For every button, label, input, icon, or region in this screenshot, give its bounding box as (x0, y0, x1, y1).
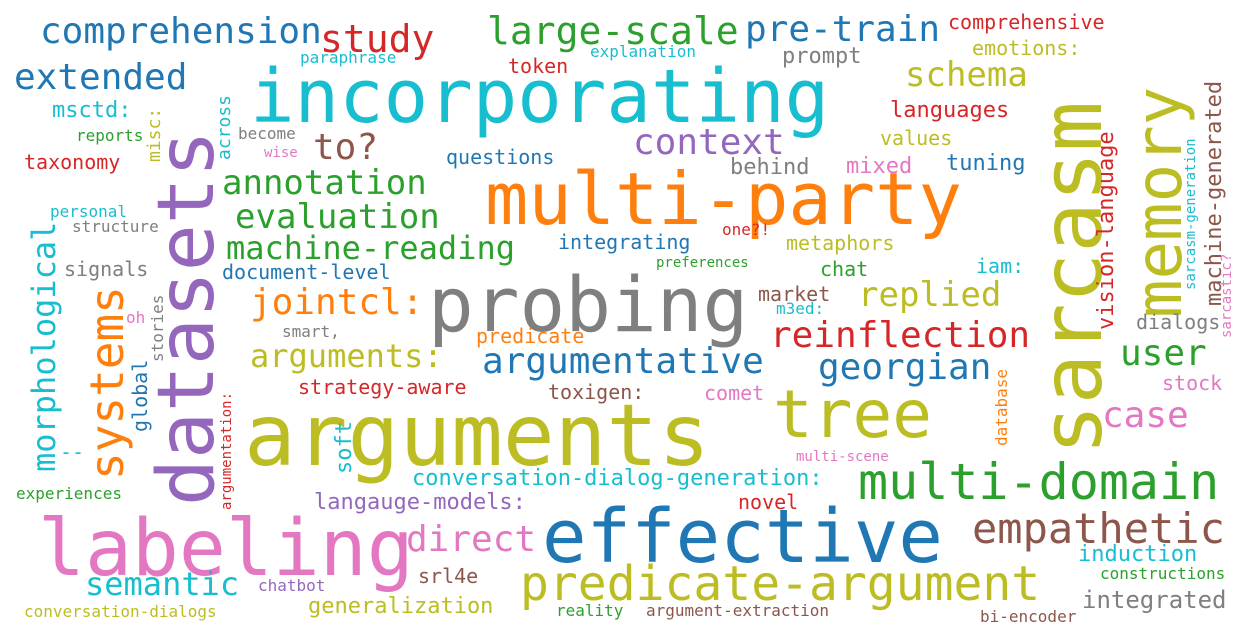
word-langauge-models: langauge-models: (314, 490, 526, 515)
word-induction: induction (1078, 542, 1198, 567)
word-to: to? (313, 127, 379, 168)
word-novel: novel (738, 490, 799, 514)
word-questions: questions (446, 145, 555, 169)
word-effective: effective (542, 494, 943, 580)
word-argumentative: argumentative (482, 341, 764, 382)
word-context: context (633, 122, 785, 163)
word-across: across (214, 94, 235, 160)
word-multi-domain: multi-domain (858, 453, 1220, 511)
word-explanation: explanation (590, 42, 696, 61)
word-smart: smart, (282, 322, 340, 341)
word-paraphrase: paraphrase (300, 48, 397, 67)
word-case: case (1102, 395, 1189, 436)
word-jointcl: jointcl: (250, 282, 424, 323)
word-chatbot: chatbot (258, 576, 326, 595)
word-oh: oh (126, 308, 146, 327)
word-reinflection: reinflection (770, 315, 1031, 356)
word-sarcastic: sarcastic? (1219, 253, 1235, 338)
word-argument-extraction: argument-extraction (646, 601, 830, 620)
word-direct: direct (406, 519, 537, 560)
word-arguments2: arguments: (250, 337, 443, 375)
word-bi-encoder: bi-encoder (980, 607, 1077, 626)
word-labeling: labeling (38, 504, 414, 594)
word-token: token (508, 54, 569, 78)
word-msctd: msctd: (52, 98, 132, 123)
word-comprehension: comprehension (40, 11, 322, 52)
word-conversation-dialog-generation: conversation-dialog-generation: (412, 466, 823, 491)
word-arguments: arguments (244, 386, 710, 486)
word-multi-scene: multi-scene (796, 449, 889, 465)
word-conversation-dialogs: conversation-dialogs (24, 602, 217, 621)
word-tree: tree (773, 376, 932, 453)
word-misc: misc: (144, 107, 165, 162)
word-preferences: preferences (656, 255, 749, 271)
word-predicate-argument: predicate-argument (520, 556, 1041, 612)
word-srl4e: srl4e (418, 564, 479, 588)
word-dashdash: -- (60, 440, 85, 464)
word-large-scale: large-scale (487, 9, 739, 53)
word-global: global (128, 359, 152, 432)
word-multi-party: multi-party (485, 157, 962, 241)
word-personal: personal (50, 202, 128, 221)
word-toxigen: toxigen: (548, 380, 645, 404)
word-market: market (758, 282, 831, 306)
word-chat: chat (820, 257, 869, 281)
word-reality: reality (556, 601, 624, 620)
word-taxonomy: taxonomy (24, 150, 121, 174)
word-study: study (320, 17, 435, 61)
word-iam: iam: (976, 254, 1025, 278)
word-document-level: document-level (222, 260, 391, 284)
word-comet: comet (704, 381, 765, 405)
word-mixed: mixed (846, 154, 913, 179)
word-georgian: georgian (818, 347, 992, 388)
word-stock: stock (1162, 371, 1223, 395)
word-metaphors: metaphors (786, 231, 895, 255)
word-stories: stories (148, 294, 167, 362)
word-user: user (1120, 333, 1207, 374)
word-pre-train: pre-train (745, 9, 941, 50)
word-soft: soft (332, 421, 357, 474)
word-empathetic: empathetic (972, 504, 1225, 553)
word-behind: behind (730, 155, 810, 180)
word-strategy-aware: strategy-aware (298, 375, 467, 399)
word-replied: replied (858, 275, 1002, 315)
word-systems: systems (80, 286, 134, 480)
word-emotions: emotions: (972, 36, 1081, 60)
word-wise: wise (264, 145, 298, 161)
word-dialogs: dialogs (1136, 310, 1221, 334)
word-prompt: prompt (782, 44, 862, 69)
word-machine-reading: machine-reading (226, 229, 515, 267)
word-become: become (238, 124, 296, 143)
word-evaluation: evaluation (235, 197, 440, 237)
word-one: one?! (722, 220, 771, 239)
word-tuning: tuning (946, 151, 1026, 176)
word-semantic: semantic (85, 565, 240, 603)
word-extended: extended (14, 57, 188, 98)
word-signals: signals (64, 257, 149, 281)
word-vision-language: vision-language (1094, 131, 1119, 330)
word-experiences: experiences (16, 484, 122, 503)
word-annotation: annotation (222, 163, 427, 203)
word-integrated: integrated (1082, 586, 1227, 614)
word-integrating: integrating (558, 230, 691, 254)
word-database: database (992, 368, 1011, 446)
word-incorporating: incorporating (250, 54, 830, 140)
word-probing: probing (428, 260, 749, 349)
word-structure: structure (72, 217, 159, 236)
word-values: values (880, 126, 953, 150)
word-m3ed: m3ed: (776, 299, 825, 318)
word-morphological: morphological (25, 221, 63, 472)
word-constructions: constructions (1100, 564, 1226, 583)
word-reports: reports (76, 126, 144, 145)
word-sarcasm-generation: sarcasm-generation (1183, 138, 1199, 290)
word-predicate: predicate (476, 324, 585, 348)
word-schema: schema (905, 55, 1028, 95)
word-languages: languages (890, 98, 1010, 123)
word-generalization: generalization (308, 594, 494, 619)
word-comprehensive: comprehensive (948, 10, 1105, 34)
word-argumentation: argumentation: (219, 391, 235, 510)
